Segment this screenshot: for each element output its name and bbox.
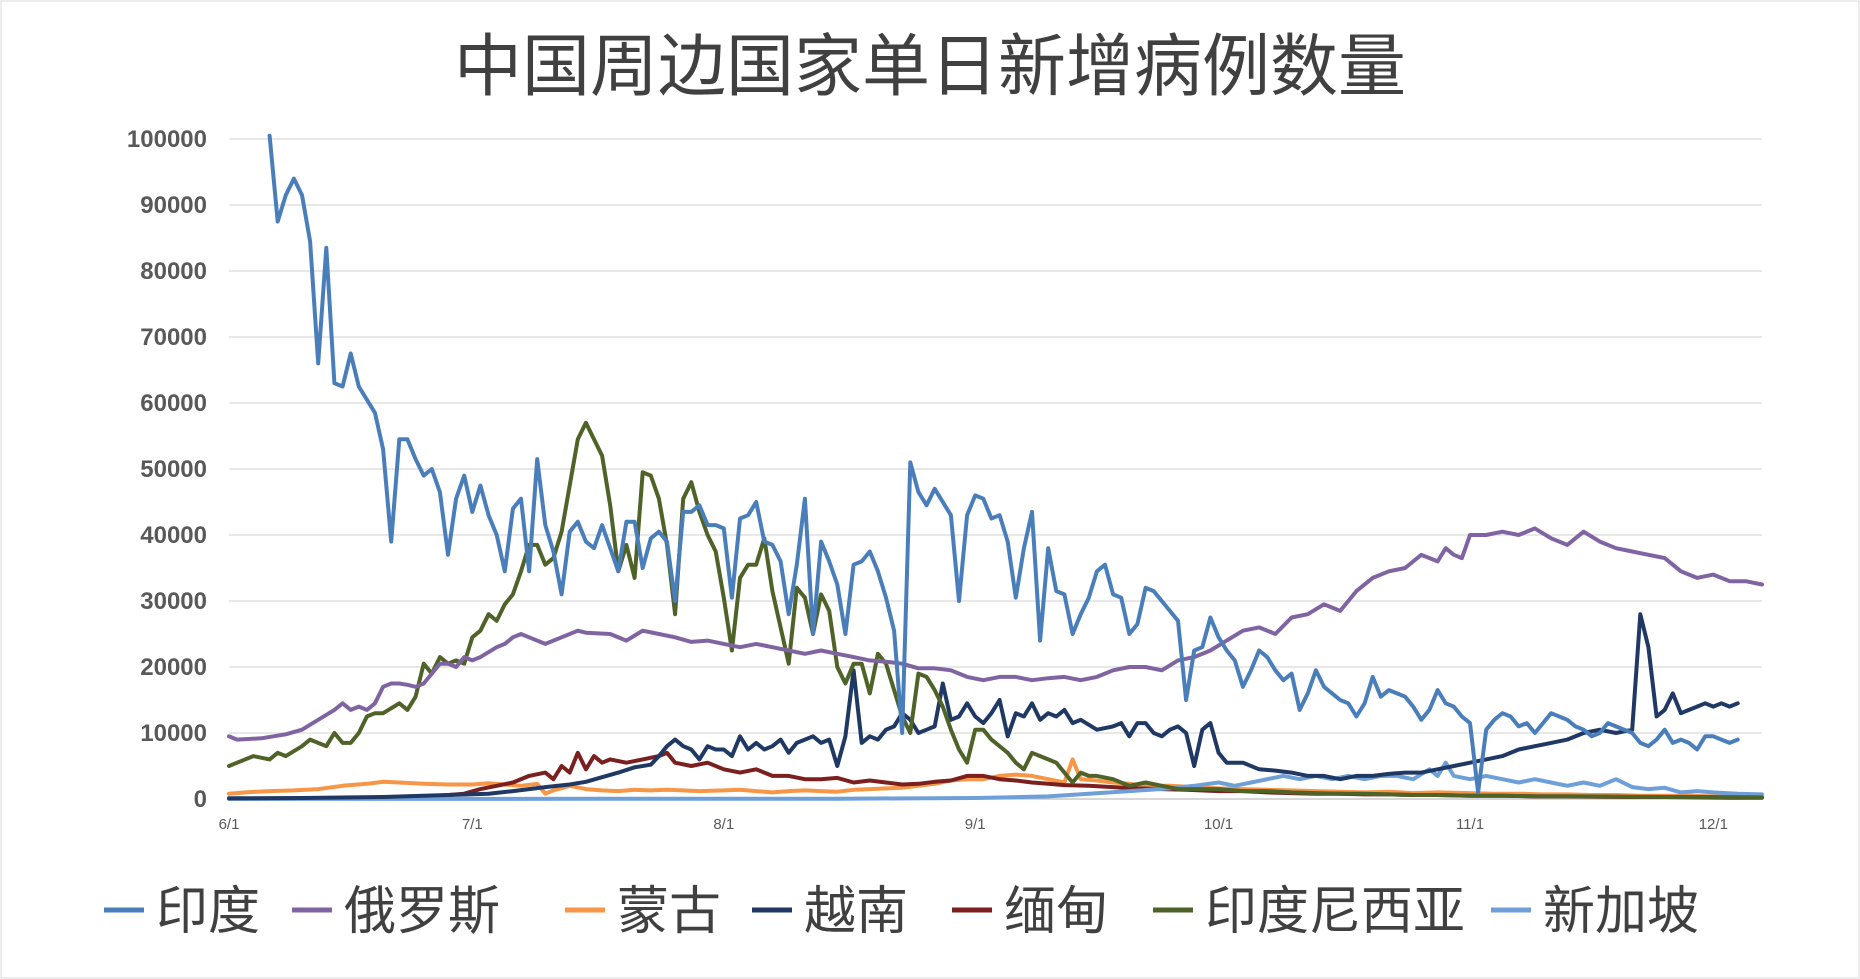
y-tick-label: 90000 <box>140 192 207 219</box>
legend-label: 蒙古 <box>617 882 721 942</box>
y-axis-ticks: 0 10000 20000 30000 40000 50000 60000 70000 8000… <box>127 126 207 813</box>
y-tick-label: 50000 <box>140 456 207 483</box>
x-axis-ticks: 6/1 7/1 8/1 9/1 10/1 11/1 12/1 <box>219 816 1728 833</box>
series-line-3 <box>227 612 1740 801</box>
gridlines <box>229 138 1762 734</box>
x-tick-label: 11/1 <box>1456 816 1484 833</box>
series-layer <box>227 133 1764 801</box>
series-line-6 <box>227 760 1764 801</box>
series-line-0 <box>267 133 1740 795</box>
x-tick-label: 12/1 <box>1699 816 1728 833</box>
legend: 印度 俄罗斯 蒙古 越南 缅甸 印度尼西亚 新加坡 <box>104 882 1699 942</box>
y-tick-label: 0 <box>194 786 207 813</box>
y-tick-label: 100000 <box>127 126 207 153</box>
x-tick-label: 9/1 <box>965 816 986 833</box>
legend-label: 越南 <box>804 882 908 942</box>
y-tick-label: 10000 <box>140 720 207 747</box>
x-tick-label: 7/1 <box>462 816 483 833</box>
x-tick-label: 8/1 <box>713 816 734 833</box>
legend-label: 印度 <box>156 882 260 942</box>
x-tick-label: 6/1 <box>219 816 240 833</box>
y-tick-label: 20000 <box>140 654 207 681</box>
legend-label: 俄罗斯 <box>344 882 500 942</box>
y-tick-label: 40000 <box>140 522 207 549</box>
legend-label: 印度尼西亚 <box>1205 882 1465 942</box>
legend-label: 缅甸 <box>1004 882 1108 942</box>
y-tick-label: 80000 <box>140 258 207 285</box>
series-line-1 <box>227 526 1764 742</box>
y-tick-label: 30000 <box>140 588 207 615</box>
legend-label: 新加坡 <box>1543 882 1699 942</box>
y-tick-label: 60000 <box>140 390 207 417</box>
x-tick-label: 10/1 <box>1204 816 1233 833</box>
chart-title: 中国周边国家单日新增病例数量 <box>454 28 1406 107</box>
series-line-5 <box>227 420 1764 800</box>
y-tick-label: 70000 <box>140 324 207 351</box>
